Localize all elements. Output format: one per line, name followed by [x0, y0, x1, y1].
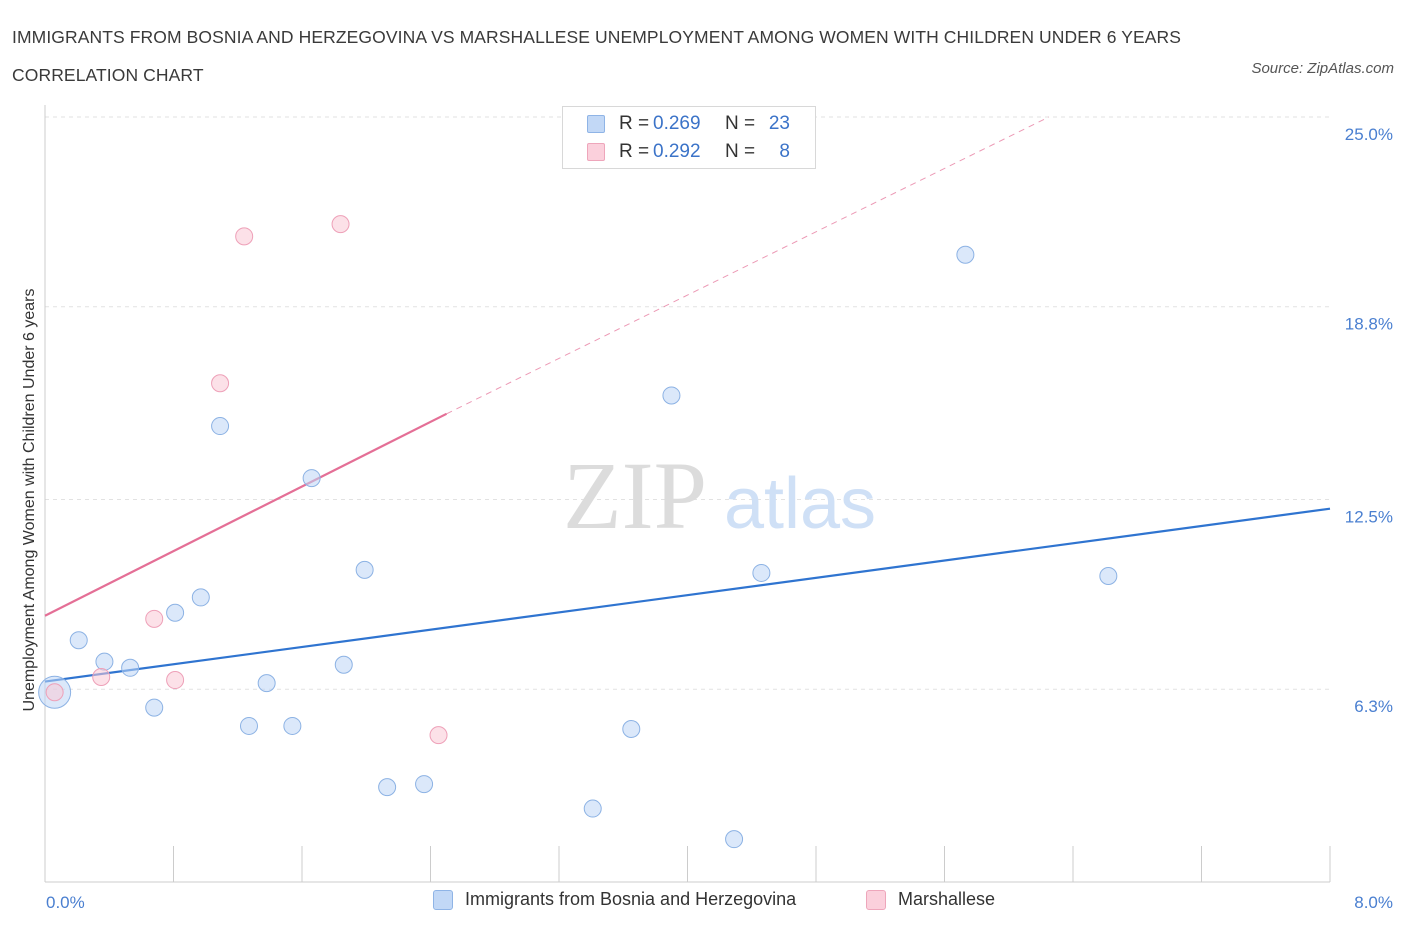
- legend-n-label: N =: [725, 113, 756, 134]
- watermark: ZIP atlas: [563, 442, 876, 549]
- legend-swatch-bosnia: [587, 115, 605, 133]
- series-legend-label: Marshallese: [898, 889, 996, 909]
- data-point-bosnia: [145, 698, 164, 717]
- data-point-bosnia: [334, 655, 353, 674]
- trend-lines: [44, 116, 1331, 683]
- data-point-marshallese: [235, 227, 254, 246]
- grid-lines: [45, 116, 1330, 690]
- legend-n-value: 23: [768, 113, 790, 134]
- data-point-bosnia: [622, 720, 641, 738]
- data-point-bosnia: [283, 716, 302, 735]
- trend-line-bosnia: [44, 507, 1331, 683]
- data-point-bosnia: [211, 417, 230, 436]
- y-tick-label: 25.0%: [1345, 125, 1393, 144]
- tick-labels: 6.3% 12.5% 18.8% 25.0% 0.0% 8.0%: [46, 125, 1393, 912]
- data-point-bosnia: [415, 775, 434, 794]
- data-point-marshallese: [92, 667, 111, 686]
- data-point-bosnia: [302, 469, 321, 488]
- data-point-bosnia: [69, 631, 88, 650]
- legend-r-label: R =: [619, 113, 650, 134]
- data-point-bosnia: [956, 245, 975, 264]
- data-point-marshallese: [211, 374, 230, 393]
- data-point-bosnia: [725, 830, 744, 849]
- series-legend-marshallese[interactable]: Marshallese: [866, 889, 995, 910]
- legend-row-marshallese: R = 0.292 N = 8: [587, 140, 790, 164]
- legend-n-value: 8: [779, 141, 790, 162]
- series-swatch-marshallese: [866, 889, 886, 910]
- legend-r-value: 0.292: [653, 141, 701, 162]
- data-point-bosnia: [257, 674, 276, 693]
- watermark-atlas: atlas: [724, 464, 876, 544]
- legend-r-label: R =: [619, 141, 650, 162]
- data-point-bosnia: [662, 386, 681, 405]
- data-point-bosnia: [239, 716, 258, 735]
- series-legend: Immigrants from Bosnia and Herzegovina M…: [0, 889, 1406, 915]
- data-point-bosnia: [378, 778, 397, 797]
- data-point-marshallese: [166, 671, 185, 690]
- series-legend-bosnia[interactable]: Immigrants from Bosnia and Herzegovina: [433, 889, 796, 910]
- x-tick-label: 0.0%: [46, 893, 85, 912]
- data-point-bosnia: [583, 799, 602, 818]
- data-point-bosnia: [121, 658, 140, 677]
- series-swatch-bosnia: [433, 889, 453, 910]
- data-point-marshallese: [45, 683, 64, 702]
- source-label: Source: ZipAtlas.com: [1251, 60, 1394, 77]
- trend-line-marshallese-extension: [446, 116, 1050, 415]
- watermark-zip: ZIP: [563, 442, 707, 549]
- data-point-marshallese: [429, 726, 448, 745]
- data-point-marshallese: [331, 215, 350, 234]
- data-point-bosnia: [191, 588, 210, 607]
- y-tick-label: 12.5%: [1345, 508, 1393, 527]
- legend-r-value: 0.269: [653, 113, 701, 134]
- y-tick-label: 6.3%: [1354, 697, 1393, 716]
- legend-swatch-marshallese: [587, 143, 605, 161]
- correlation-legend: R = 0.269 N = 23 R = 0.292 N = 8: [562, 106, 816, 169]
- trend-line-marshallese: [44, 412, 448, 617]
- y-tick-label: 18.8%: [1345, 315, 1393, 334]
- data-points: [38, 215, 1118, 849]
- data-point-marshallese: [145, 609, 164, 628]
- axes: [44, 105, 1331, 883]
- data-point-bosnia: [95, 652, 114, 671]
- chart-title: IMMIGRANTS FROM BOSNIA AND HERZEGOVINA V…: [12, 27, 1182, 85]
- data-point-bosnia: [166, 603, 185, 622]
- data-point-bosnia: [752, 563, 771, 582]
- data-point-bosnia: [355, 560, 374, 579]
- series-legend-label: Immigrants from Bosnia and Herzegovina: [465, 889, 797, 909]
- legend-row-bosnia: R = 0.269 N = 23: [587, 112, 790, 136]
- data-point-bosnia: [1099, 567, 1118, 585]
- x-tick-label: 8.0%: [1354, 893, 1393, 912]
- legend-n-label: N =: [725, 141, 756, 162]
